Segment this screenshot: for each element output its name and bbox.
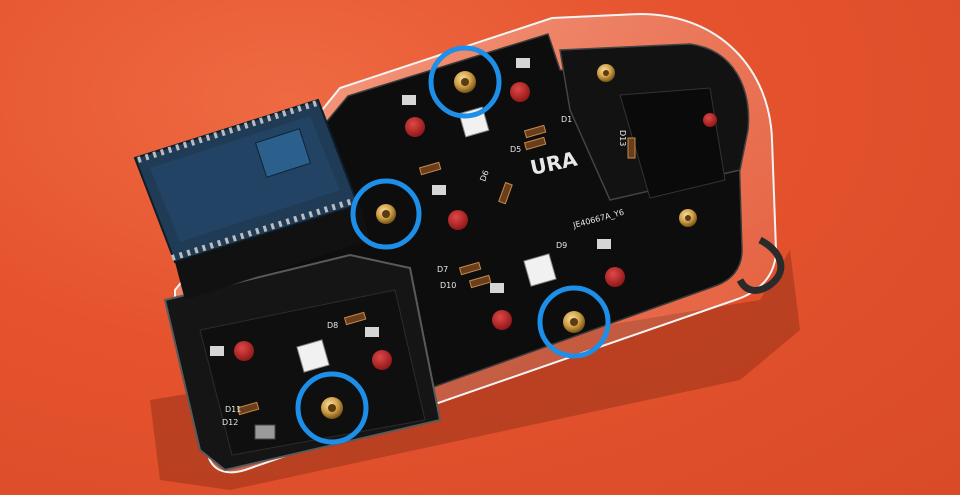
highlight-circle-top [428,45,502,119]
diode-label-d8: D8 [327,321,338,330]
highlight-circles [295,45,611,445]
pcb-slot [619,87,726,199]
diode-label-d7: D7 [437,265,448,274]
highlight-circle-right [537,285,611,359]
diode-label-d11: D11 [225,405,241,414]
highlight-circle-left [350,178,422,250]
diode-label-d9: D9 [556,241,567,250]
diode-label-d13: D13 [618,130,627,146]
diode-components [236,124,636,440]
usb-cable [736,236,785,294]
microcontroller-board [133,98,370,300]
diode-label-d5: D5 [510,145,521,154]
diode-label-d12: D12 [222,418,238,427]
diode-label-d1: D1 [561,115,572,124]
brass-standoffs [321,64,697,419]
diode-label-d6: D6 [478,169,490,183]
diode-label-d10: D10 [440,281,456,290]
highlight-circle-bottom [295,371,369,445]
switch-sockets [234,82,717,370]
